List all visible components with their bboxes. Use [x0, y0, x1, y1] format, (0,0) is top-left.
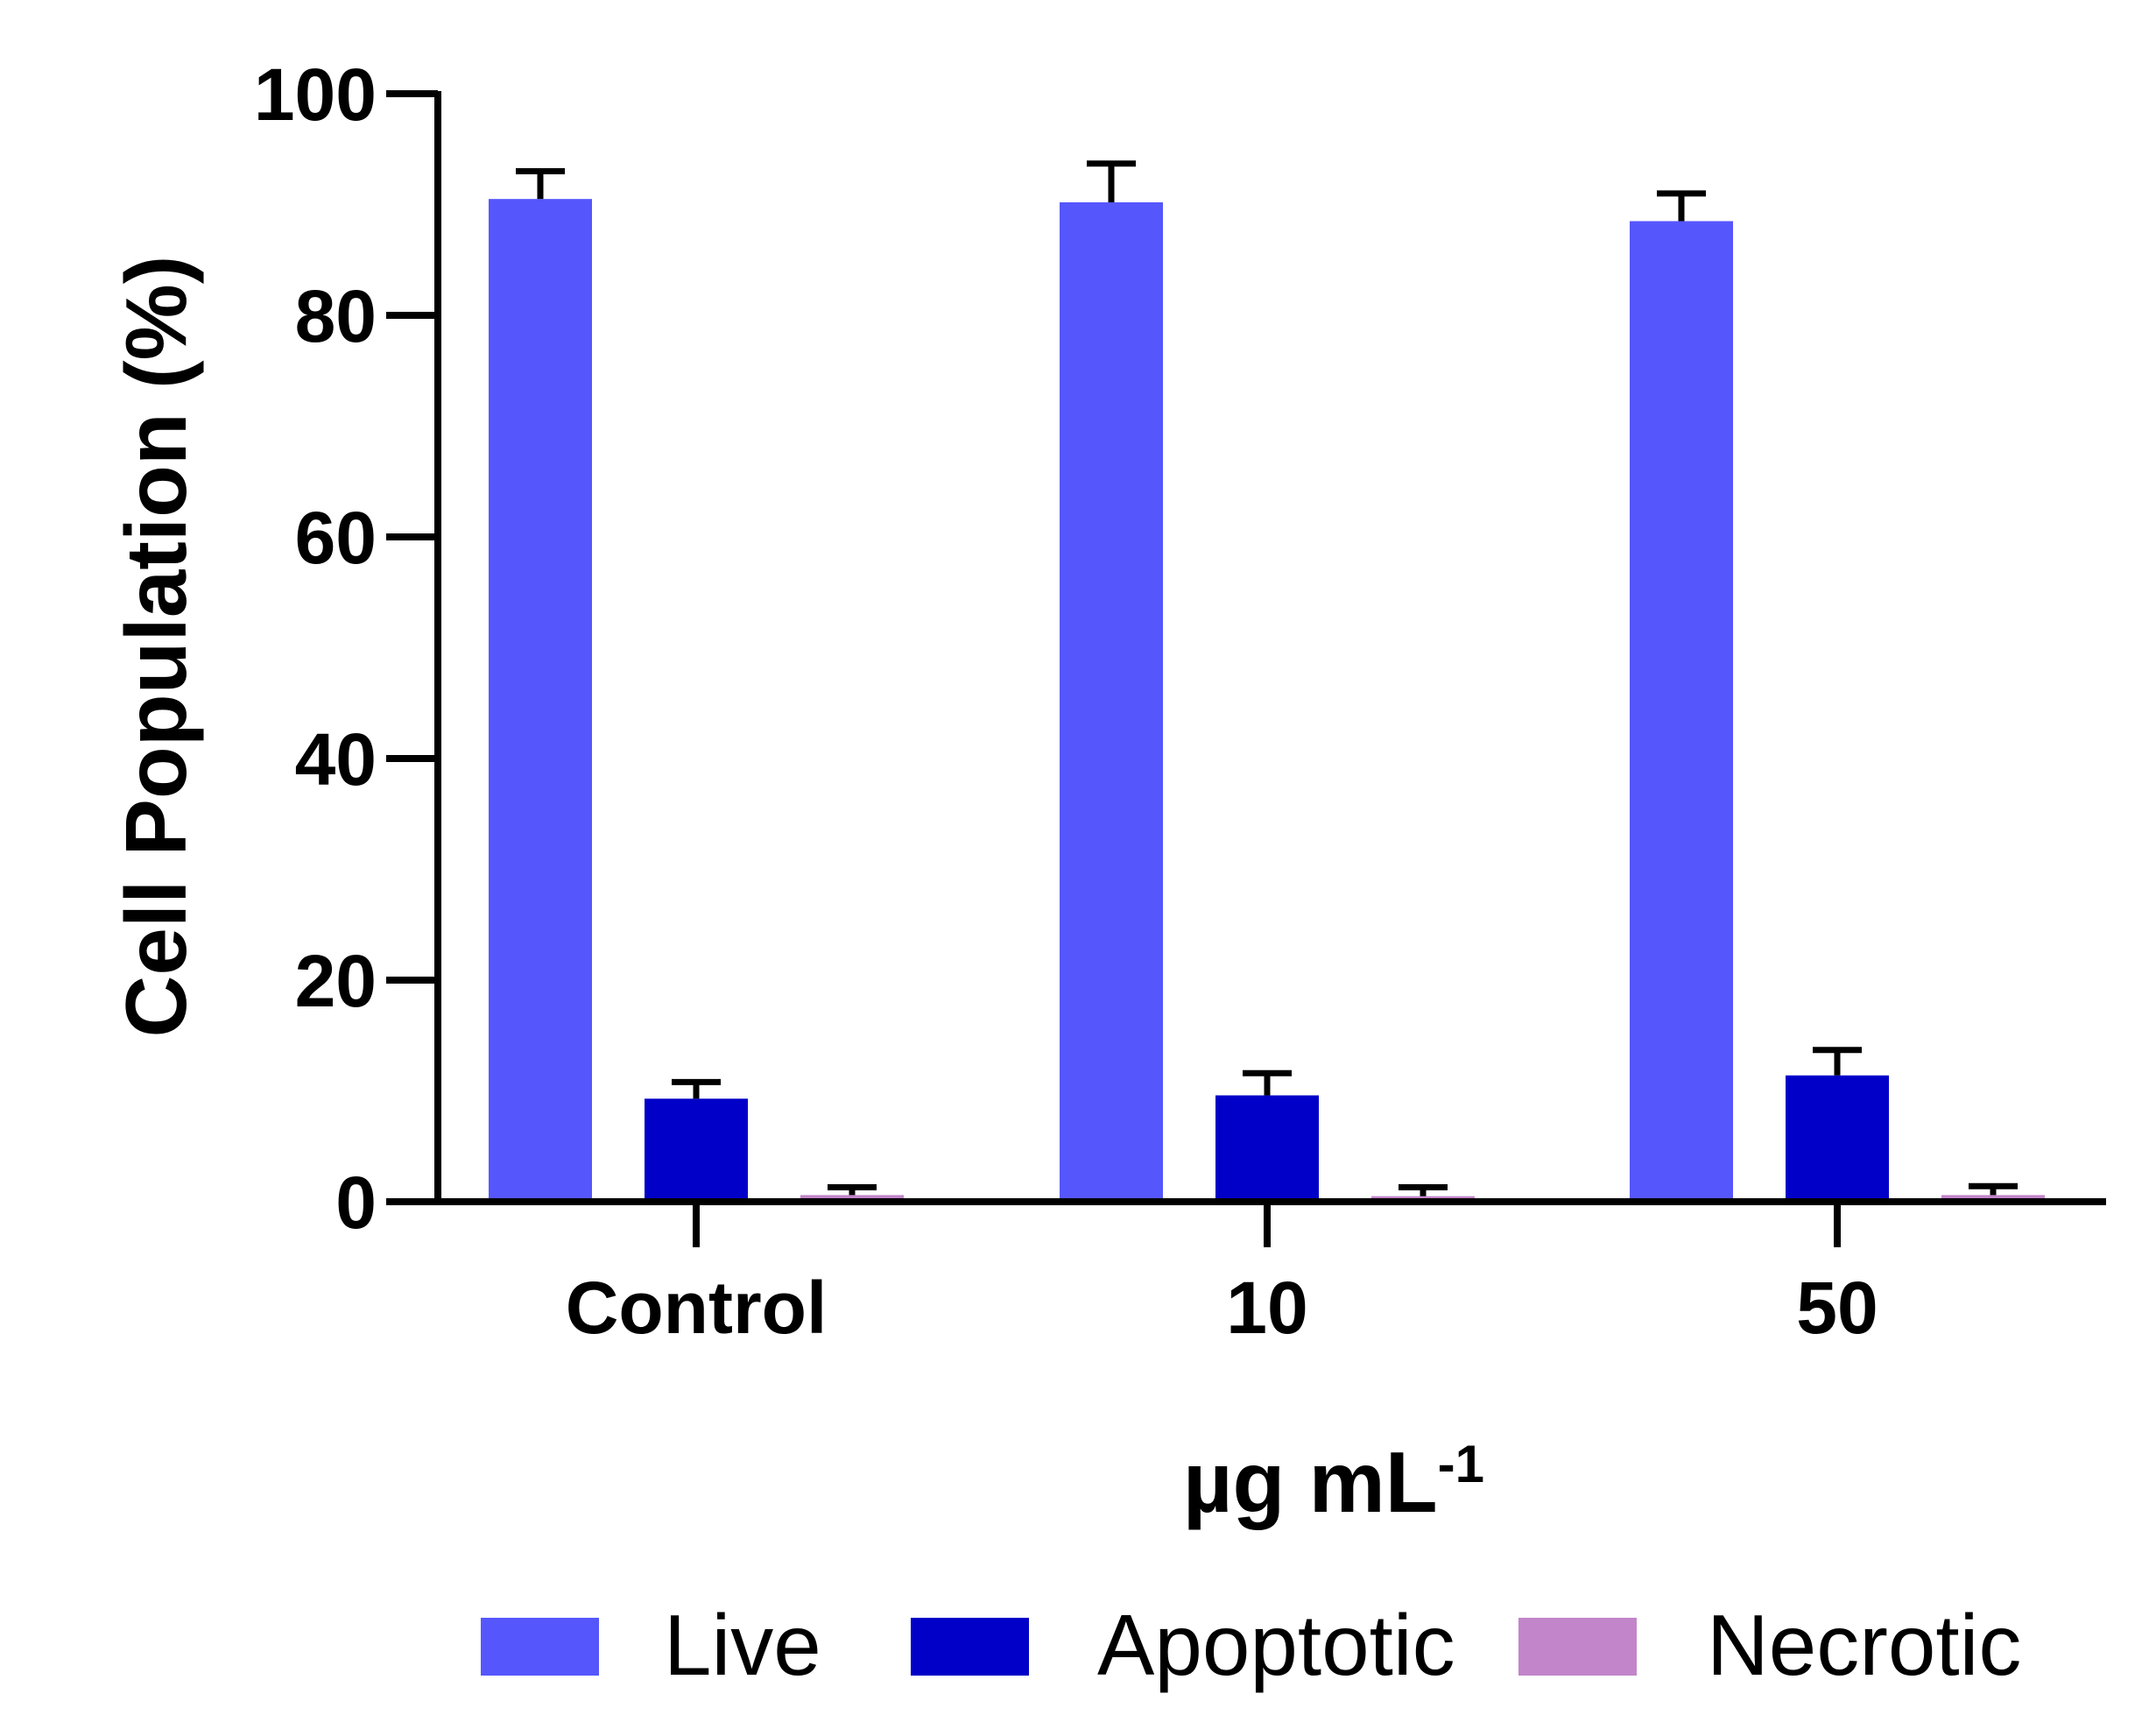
legend-label: Apoptotic [1097, 1597, 1455, 1693]
x-axis-title-superscript: -1 [1438, 1435, 1484, 1493]
legend-swatch [1518, 1618, 1637, 1676]
x-tick-label: 50 [1796, 1267, 1878, 1349]
bars-layer [489, 199, 2045, 1203]
bar-live-0 [489, 199, 592, 1202]
bar-apoptotic-1 [1215, 1095, 1319, 1202]
x-tick-label: 10 [1226, 1267, 1307, 1349]
error-bar-apoptotic-0 [672, 1078, 721, 1099]
legend: Live Apoptotic Necrotic [481, 1597, 2021, 1693]
error-bar-live-1 [1087, 160, 1136, 202]
x-axis-title: µg mL-1 [1183, 1434, 1484, 1530]
y-tick-label: 20 [295, 940, 377, 1022]
x-tick-label: Control [566, 1267, 828, 1349]
error-bar-live-2 [1657, 190, 1706, 222]
error-bar-apoptotic-1 [1243, 1069, 1292, 1096]
legend-swatch [481, 1618, 599, 1676]
x-categories-layer: Control 10 50 [566, 1202, 1878, 1349]
axes-layer [386, 91, 2106, 1205]
error-bars-layer [516, 160, 2018, 1196]
y-ticks-layer: 0 20 40 60 80 100 [254, 53, 438, 1244]
bar-apoptotic-2 [1786, 1075, 1889, 1202]
legend-label: Necrotic [1707, 1597, 2021, 1693]
error-bar-necrotic-2 [1969, 1182, 2018, 1196]
y-tick-label: 40 [295, 718, 377, 801]
y-tick-label: 0 [335, 1161, 377, 1244]
bar-live-2 [1630, 221, 1733, 1203]
error-bar-necrotic-0 [828, 1184, 877, 1196]
x-axis-title-unit: µg mL [1183, 1434, 1438, 1530]
error-bar-necrotic-1 [1399, 1184, 1448, 1196]
y-axis-title: Cell Population (%) [108, 256, 204, 1038]
y-tick-label: 80 [295, 275, 377, 357]
bar-apoptotic-0 [645, 1098, 748, 1202]
legend-item-apoptotic: Apoptotic [911, 1597, 1455, 1693]
legend-label: Live [664, 1597, 821, 1693]
error-bar-apoptotic-2 [1813, 1047, 1862, 1076]
y-tick-label: 100 [254, 53, 377, 136]
bar-live-1 [1060, 201, 1163, 1203]
y-tick-label: 60 [295, 497, 377, 579]
legend-item-necrotic: Necrotic [1518, 1597, 2021, 1693]
legend-swatch [911, 1618, 1029, 1676]
legend-item-live: Live [481, 1597, 821, 1693]
error-bar-live-0 [516, 168, 565, 200]
